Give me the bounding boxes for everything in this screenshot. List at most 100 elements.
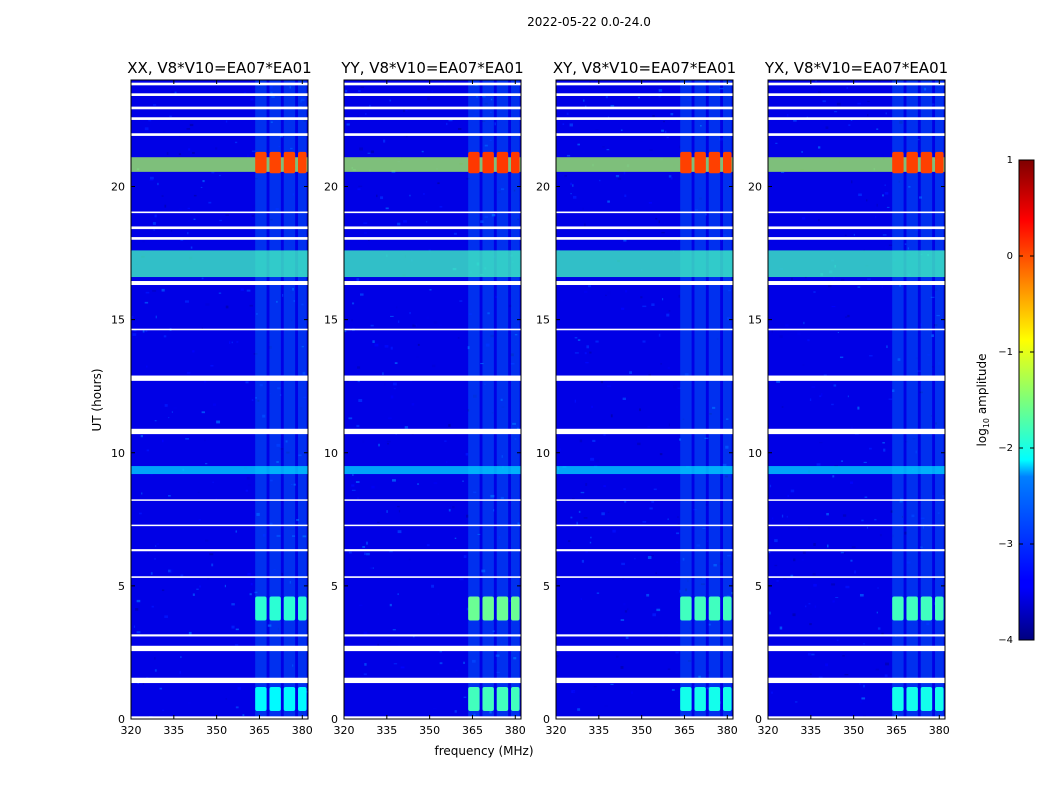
rfi-channel <box>496 80 509 719</box>
flagged-row <box>556 524 733 527</box>
flagged-row <box>344 133 521 136</box>
flagged-row <box>131 328 308 331</box>
rfi-blob <box>511 151 520 174</box>
flagged-row <box>768 237 945 240</box>
noise-texture <box>131 81 308 719</box>
flagged-row <box>344 117 521 120</box>
rfi-blob <box>708 687 721 712</box>
flagged-row <box>556 93 733 96</box>
x-tick-label: 350 <box>419 724 440 737</box>
y-tick-label: 10 <box>748 447 762 460</box>
rfi-blob <box>496 596 509 621</box>
rfi-blob <box>482 687 494 712</box>
flagged-row <box>344 524 521 527</box>
rfi-channel <box>708 80 721 719</box>
broadband-band <box>131 157 308 172</box>
panel-frame <box>555 79 734 720</box>
flagged-row <box>556 281 733 286</box>
panel-heatmap <box>344 80 521 719</box>
flagged-row <box>344 645 521 652</box>
rfi-blob <box>255 596 267 621</box>
y-tick-label: 0 <box>543 713 550 726</box>
rfi-blob <box>298 596 307 621</box>
rfi-blob <box>920 151 933 174</box>
rfi-channel <box>511 80 520 719</box>
x-tick-label: 380 <box>292 724 313 737</box>
rfi-channel <box>723 80 732 719</box>
rfi-blob <box>468 151 480 174</box>
broadband-band <box>556 250 733 278</box>
flagged-row <box>556 428 733 435</box>
flagged-row <box>131 677 308 684</box>
flagged-row <box>768 634 945 637</box>
flagged-row <box>131 133 308 136</box>
rfi-channel <box>680 80 692 719</box>
heatmap-background <box>344 80 521 719</box>
colorbar-gradient <box>1018 159 1035 641</box>
flagged-row <box>556 645 733 652</box>
colorbar-tick-label: −2 <box>998 443 1013 454</box>
flagged-row <box>768 82 945 86</box>
x-tick-label: 335 <box>800 724 821 737</box>
rfi-blob <box>892 151 904 174</box>
y-tick-label: 5 <box>755 580 762 593</box>
flagged-row <box>344 499 521 501</box>
x-tick-label: 380 <box>505 724 526 737</box>
panel-4: YX, V8*V10=EA07*EA01 320 335 350 365 380 0 5 10 1… <box>748 59 950 737</box>
rfi-channel <box>298 80 307 719</box>
y-tick-label: 20 <box>324 181 338 194</box>
x-tick-label: 365 <box>249 724 270 737</box>
flagged-row <box>556 677 733 684</box>
flagged-row <box>131 645 308 652</box>
x-tick-label: 350 <box>843 724 864 737</box>
broadband-band <box>768 466 945 475</box>
flagged-row <box>131 211 308 214</box>
heatmap-background <box>768 80 945 719</box>
flagged-row <box>556 106 733 110</box>
colorbar-ticks: 1 0 −1 −2 −3 −4 <box>998 155 1034 646</box>
rfi-blob <box>723 596 732 621</box>
rfi-blob <box>496 687 509 712</box>
rfi-blob <box>680 151 692 174</box>
broadband-band <box>344 466 521 475</box>
flagged-row <box>768 375 945 381</box>
rfi-channel <box>283 80 296 719</box>
flagged-row <box>556 117 733 120</box>
rfi-blob <box>255 687 267 712</box>
rfi-channel <box>694 80 706 719</box>
flagged-row <box>344 93 521 96</box>
colorbar-tick-label: −3 <box>998 539 1013 550</box>
broadband-band <box>344 250 521 278</box>
rfi-blob <box>694 687 706 712</box>
flagged-row <box>131 716 308 719</box>
y-tick-label: 10 <box>111 447 125 460</box>
rfi-blob <box>906 687 918 712</box>
colorbar-label: log10 amplitude <box>975 354 991 447</box>
flagged-row <box>344 716 521 719</box>
flagged-row <box>131 226 308 230</box>
panel-title: YX, V8*V10=EA07*EA01 <box>764 59 948 77</box>
y-tick-label: 20 <box>748 181 762 194</box>
colorbar-tick-label: −4 <box>998 635 1013 646</box>
rfi-blob <box>269 687 281 712</box>
rfi-channel <box>482 80 494 719</box>
x-tick-label: 365 <box>674 724 695 737</box>
panel-heatmap <box>768 80 945 719</box>
rfi-blob <box>468 687 480 712</box>
rfi-blob <box>694 151 706 174</box>
panel-frame <box>130 79 309 720</box>
panel-frame <box>343 79 522 720</box>
rfi-blob <box>906 151 918 174</box>
rfi-blob <box>283 687 296 712</box>
rfi-blob <box>680 596 692 621</box>
flagged-row <box>131 281 308 286</box>
colorbar-tick-label: 1 <box>1007 155 1013 166</box>
y-tick-label: 20 <box>536 181 550 194</box>
rfi-blob <box>920 687 933 712</box>
panels: XX, V8*V10=EA07*EA01 320 335 350 365 380 0 5 10 1… <box>111 59 950 737</box>
flagged-row <box>344 677 521 684</box>
x-tick-label: 335 <box>588 724 609 737</box>
flagged-row <box>344 576 521 578</box>
flagged-row <box>768 106 945 110</box>
